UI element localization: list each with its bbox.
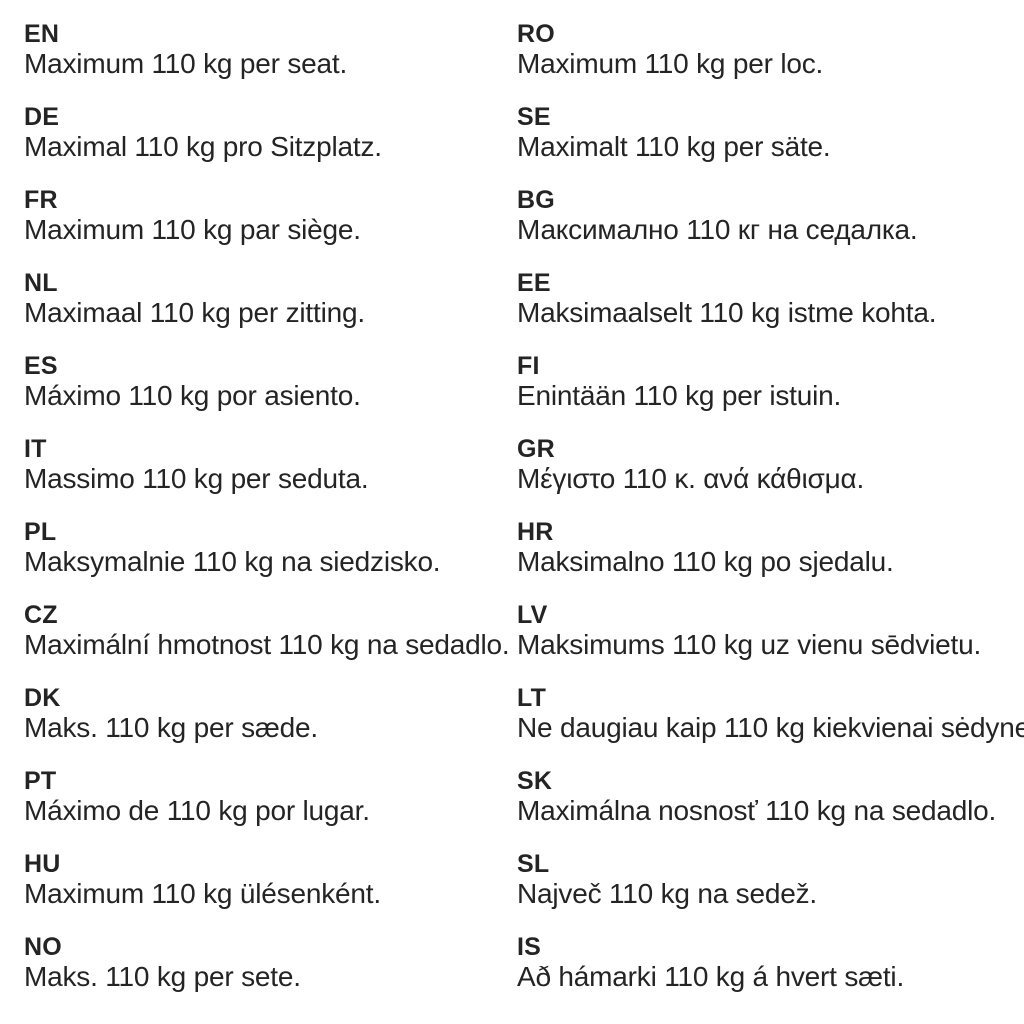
translation-text: Máximo de 110 kg por lugar. [24, 795, 370, 826]
translation-entry: IT Massimo 110 kg per seduta. [24, 435, 494, 518]
translation-text: Maximální hmotnost 110 kg na sedadlo. [24, 629, 510, 660]
language-code: HR [517, 518, 554, 546]
translation-entry: NO Maks. 110 kg per sete. [24, 933, 494, 1016]
translation-entry: FR Maximum 110 kg par siège. [24, 186, 494, 269]
translation-entry: CZ Maximální hmotnost 110 kg na sedadlo. [24, 601, 510, 684]
translation-entry: NL Maximaal 110 kg per zitting. [24, 269, 494, 352]
language-code: NL [24, 269, 58, 297]
translation-text: Μέγιστο 110 κ. ανά κάθισμα. [517, 463, 865, 494]
translation-text: Максимално 110 кг на седалка. [517, 214, 918, 245]
translation-entry: DK Maks. 110 kg per sæde. [24, 684, 494, 767]
translation-text: Maximalt 110 kg per säte. [517, 131, 831, 162]
left-column: EN Maximum 110 kg per seat. DE Maximal 1… [24, 20, 510, 1016]
language-code: PL [24, 518, 57, 546]
translation-entry: ES Máximo 110 kg por asiento. [24, 352, 494, 435]
translation-text: Maximum 110 kg ülésenként. [24, 878, 381, 909]
language-code: LT [517, 684, 547, 712]
language-code: HU [24, 850, 61, 878]
language-code: RO [517, 20, 555, 48]
translation-text: Maximal 110 kg pro Sitzplatz. [24, 131, 382, 162]
translation-text: Maximum 110 kg per seat. [24, 48, 348, 79]
translation-text: Maksymalnie 110 kg na siedzisko. [24, 546, 441, 577]
language-code: CZ [24, 601, 58, 629]
translation-entry: GR Μέγιστο 110 κ. ανά κάθισμα. [517, 435, 1017, 518]
translation-text: Ne daugiau kaip 110 kg kiekvienai sėdyne… [517, 712, 1024, 743]
translation-entry: SL Največ 110 kg na sedež. [517, 850, 1017, 933]
language-code: EN [24, 20, 60, 48]
language-code: EE [517, 269, 551, 297]
language-code: ES [24, 352, 58, 380]
language-code: IT [24, 435, 47, 463]
translation-entry: FI Enintään 110 kg per istuin. [517, 352, 1017, 435]
translation-text: Að hámarki 110 kg á hvert sæti. [517, 961, 905, 992]
translation-text: Maks. 110 kg per sæde. [24, 712, 318, 743]
translation-entry: EE Maksimaalselt 110 kg istme kohta. [517, 269, 1017, 352]
translation-entry: SE Maximalt 110 kg per säte. [517, 103, 1017, 186]
translation-text: Massimo 110 kg per seduta. [24, 463, 369, 494]
translation-entry: EN Maximum 110 kg per seat. [24, 20, 494, 103]
translation-text: Enintään 110 kg per istuin. [517, 380, 842, 411]
translation-text: Maksimums 110 kg uz vienu sēdvietu. [517, 629, 982, 660]
language-code: SL [517, 850, 550, 878]
translation-text: Maksimaalselt 110 kg istme kohta. [517, 297, 937, 328]
language-code: DE [24, 103, 60, 131]
translation-text: Maks. 110 kg per sete. [24, 961, 301, 992]
language-code: PT [24, 767, 57, 795]
translation-entry: RO Maximum 110 kg per loc. [517, 20, 1017, 103]
translation-entry: HR Maksimalno 110 kg po sjedalu. [517, 518, 1017, 601]
language-code: FI [517, 352, 540, 380]
language-code: NO [24, 933, 62, 961]
translation-entry: HU Maximum 110 kg ülésenként. [24, 850, 494, 933]
language-code: GR [517, 435, 555, 463]
translation-entry: BG Максимално 110 кг на седалка. [517, 186, 1017, 269]
translation-entry: SK Maximálna nosnosť 110 kg na sedadlo. [517, 767, 1017, 850]
translation-text: Maximaal 110 kg per zitting. [24, 297, 365, 328]
language-code: SK [517, 767, 553, 795]
translation-entry: IS Að hámarki 110 kg á hvert sæti. [517, 933, 1017, 1016]
translation-entry: LV Maksimums 110 kg uz vienu sēdvietu. [517, 601, 1017, 684]
translation-entry: PL Maksymalnie 110 kg na siedzisko. [24, 518, 494, 601]
translation-text: Máximo 110 kg por asiento. [24, 380, 361, 411]
language-code: DK [24, 684, 61, 712]
translation-entry: PT Máximo de 110 kg por lugar. [24, 767, 494, 850]
right-column: RO Maximum 110 kg per loc. SE Maximalt 1… [517, 20, 1024, 1016]
language-code: FR [24, 186, 58, 214]
language-code: IS [517, 933, 542, 961]
translation-text: Maximum 110 kg par siège. [24, 214, 361, 245]
translation-text: Maximum 110 kg per loc. [517, 48, 824, 79]
language-code: SE [517, 103, 551, 131]
translation-text: Maksimalno 110 kg po sjedalu. [517, 546, 894, 577]
language-code: BG [517, 186, 555, 214]
translation-text: Maximálna nosnosť 110 kg na sedadlo. [517, 795, 997, 826]
translation-entry: LT Ne daugiau kaip 110 kg kiekvienai sėd… [517, 684, 1024, 767]
translation-text: Največ 110 kg na sedež. [517, 878, 817, 909]
language-code: LV [517, 601, 548, 629]
translation-entry: DE Maximal 110 kg pro Sitzplatz. [24, 103, 494, 186]
